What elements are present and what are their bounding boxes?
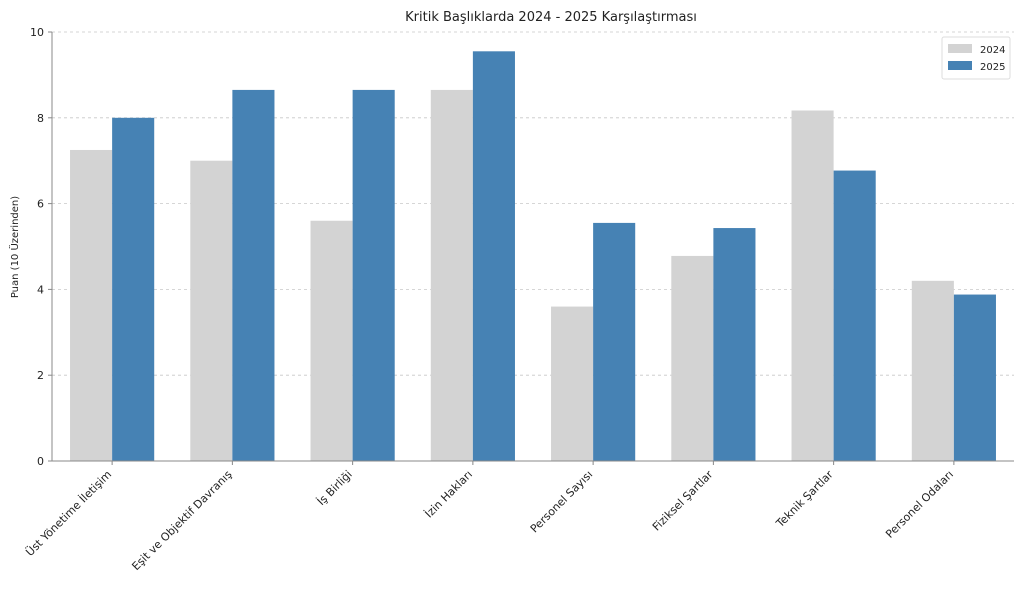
x-tick-label: Personel Sayısı [528,468,595,535]
bar-2025 [472,51,515,462]
bar-2025 [352,89,395,461]
bar-2024 [190,160,233,461]
bar-2024 [310,220,353,461]
bar-2024 [430,89,473,461]
bar-2025 [593,222,636,461]
bar-2024 [551,306,594,461]
legend-swatch-2025 [948,61,972,70]
x-tick-label: Eşit ve Objektif Davranış [129,468,234,573]
x-tick-label: Üst Yönetime İletişim [23,468,114,559]
bar-2025 [112,117,155,462]
bar-2024 [911,280,954,461]
x-tick-label: Teknik Şartlar [773,468,836,531]
bar-2025 [713,228,756,461]
y-tick-label: 10 [30,26,44,39]
y-tick-label: 2 [37,369,44,382]
x-tick-label: İzin Hakları [422,468,475,521]
bars [70,51,996,462]
x-tick-label: İş Birliği [315,468,355,508]
bar-2025 [953,294,996,461]
bar-2024 [70,149,113,461]
x-tick-label: Fiziksel Şartlar [650,468,716,534]
x-tick-label: Personel Odaları [883,468,956,541]
y-tick-label: 8 [37,112,44,125]
bar-2025 [232,89,275,461]
bar-2024 [791,110,834,461]
legend-label-2024: 2024 [980,45,1005,56]
legend-label-2025: 2025 [980,62,1005,73]
bar-2024 [671,255,714,461]
y-tick-label: 6 [37,198,44,211]
y-axis-label: Puan (10 Üzerinden) [8,196,21,298]
y-tick-label: 0 [37,455,44,468]
y-tick-label: 4 [37,283,44,296]
chart-title: Kritik Başlıklarda 2024 - 2025 Karşılaşt… [405,10,697,25]
legend-swatch-2024 [948,44,972,53]
bar-2025 [833,170,876,461]
legend: 2024 2025 [941,36,1011,80]
